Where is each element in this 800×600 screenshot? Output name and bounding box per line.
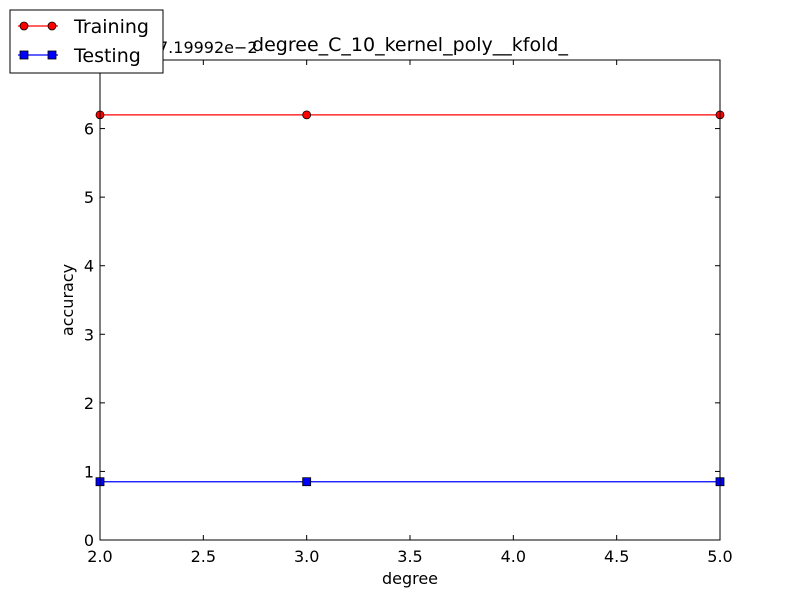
legend-label-training: Training (73, 16, 149, 38)
x-tick-label: 4.0 (501, 547, 526, 566)
x-tick-label: 2.5 (191, 547, 216, 566)
legend: Training Testing (9, 9, 164, 74)
y-offset-text: 7.19992e−2 (158, 38, 258, 57)
legend-box (9, 9, 164, 74)
y-tick-label: 1 (84, 462, 94, 481)
x-tick-label: 2.0 (87, 547, 112, 566)
legend-marker (47, 21, 57, 31)
y-tick-label: 0 (84, 531, 94, 550)
y-tick-label: 4 (84, 257, 94, 276)
axes-layer: 2.0 2.5 3.0 3.5 4.0 4.5 5.0 0 1 2 3 4 5 6 (84, 60, 733, 566)
y-tick-label: 2 (84, 394, 94, 413)
data-point-training (302, 110, 312, 120)
legend-marker (47, 50, 57, 60)
y-tick-label: 5 (84, 188, 94, 207)
legend-marker (19, 21, 29, 31)
y-tick-label: 3 (84, 325, 94, 344)
legend-marker (19, 50, 29, 60)
x-tick-label: 3.0 (294, 547, 319, 566)
x-tick-label: 4.5 (604, 547, 629, 566)
plot-frame (99, 59, 721, 541)
x-tick-label: 5.0 (707, 547, 732, 566)
legend-label-testing: Testing (73, 45, 141, 67)
x-axis-label: degree (382, 569, 438, 588)
data-point-testing (302, 477, 312, 487)
plot-layer (95, 110, 725, 487)
x-tick-label: 3.5 (397, 547, 422, 566)
chart-title: degree_C_10_kernel_poly__kfold_ (252, 34, 568, 56)
y-axis-label: accuracy (58, 264, 77, 336)
y-tick-label: 6 (84, 120, 94, 139)
